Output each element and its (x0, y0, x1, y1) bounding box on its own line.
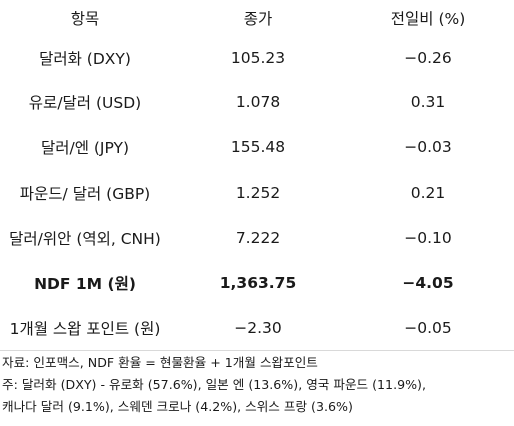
table-row: 유로/달러 (USD) 1.078 0.31 (0, 80, 514, 124)
row-item: 달러/위안 (역외, CNH) (9, 230, 161, 248)
table-row-highlight: NDF 1M (원) 1,363.75 −4.05 (0, 260, 514, 306)
row-close: 155.48 (230, 138, 286, 156)
table-row: 달러/위안 (역외, CNH) 7.222 −0.10 (0, 216, 514, 260)
table-row: 1개월 스왑 포인트 (원) −2.30 −0.05 (0, 306, 514, 350)
table-header: 항목 종가 전일비 (%) (0, 0, 514, 36)
row-item: 파운드/ 달러 (GBP) (19, 185, 151, 203)
row-close: 1.078 (235, 93, 281, 111)
row-close: 1.252 (235, 184, 281, 202)
row-item: NDF 1M (원) (34, 275, 136, 293)
row-change: −4.05 (402, 274, 454, 292)
header-item: 항목 (70, 10, 100, 28)
row-change: −0.03 (404, 138, 452, 156)
header-change: 전일비 (%) (390, 10, 466, 28)
row-item: 유로/달러 (USD) (28, 94, 142, 112)
row-change: −0.05 (404, 319, 452, 337)
header-close: 종가 (243, 10, 273, 28)
footnotes: 자료: 인포맥스, NDF 환율 = 현물환율 + 1개월 스왑포인트 주: 달… (2, 352, 512, 418)
row-item: 달러/엔 (JPY) (40, 139, 130, 157)
source-note: 자료: 인포맥스, NDF 환율 = 현물환율 + 1개월 스왑포인트 (2, 355, 318, 370)
weight-note-line1: 주: 달러화 (DXY) - 유로화 (57.6%), 일본 엔 (13.6%)… (2, 377, 426, 392)
row-close: −2.30 (234, 319, 282, 337)
table-row: 달러화 (DXY) 105.23 −0.26 (0, 36, 514, 80)
row-change: −0.10 (404, 229, 452, 247)
table-row: 파운드/ 달러 (GBP) 1.252 0.21 (0, 170, 514, 216)
divider (0, 350, 514, 351)
row-change: 0.21 (410, 184, 446, 202)
row-item: 달러화 (DXY) (39, 50, 131, 68)
row-change: 0.31 (410, 93, 446, 111)
weight-note-line2: 캐나다 달러 (9.1%), 스웨덴 크로나 (4.2%), 스위스 프랑 (3… (2, 399, 353, 414)
row-close: 7.222 (235, 229, 281, 247)
row-change: −0.26 (404, 49, 452, 67)
table-row: 달러/엔 (JPY) 155.48 −0.03 (0, 124, 514, 170)
row-close: 105.23 (230, 49, 286, 67)
row-close: 1,363.75 (219, 274, 297, 292)
row-item: 1개월 스왑 포인트 (원) (9, 320, 161, 338)
fx-table: 항목 종가 전일비 (%) 달러화 (DXY) 105.23 −0.26 유로/… (0, 0, 514, 350)
